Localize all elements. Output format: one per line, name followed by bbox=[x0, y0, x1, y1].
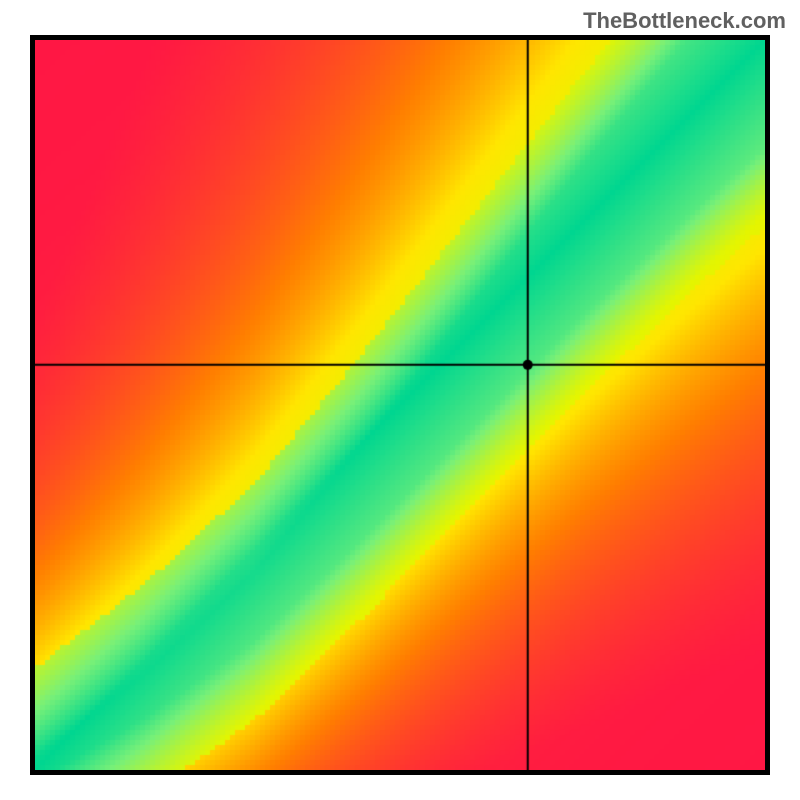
bottleneck-heatmap bbox=[35, 40, 765, 770]
chart-container: TheBottleneck.com bbox=[0, 0, 800, 800]
attribution-label: TheBottleneck.com bbox=[583, 8, 786, 34]
